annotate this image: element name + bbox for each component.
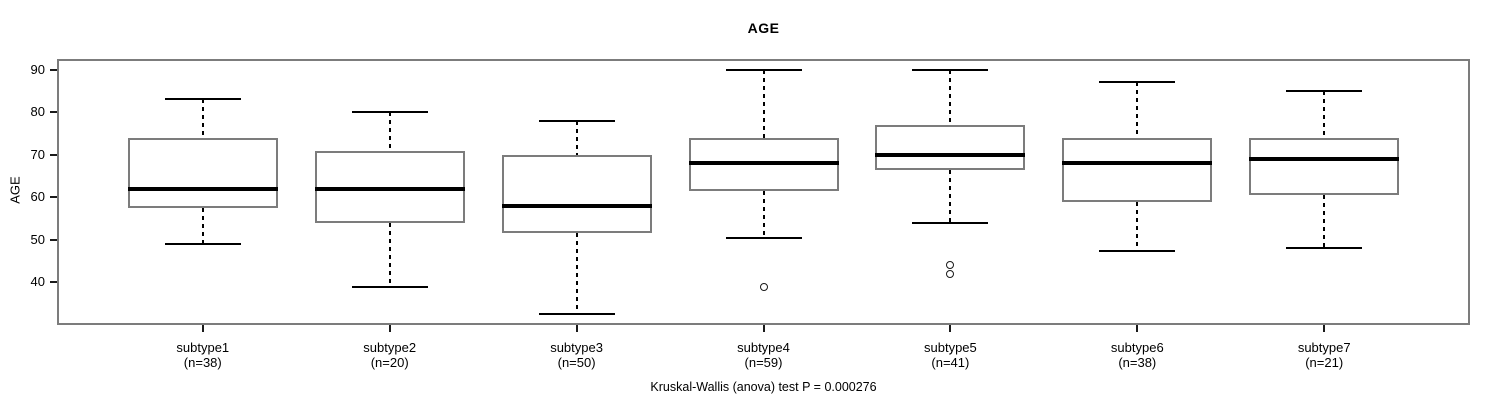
iqr-box bbox=[314, 150, 465, 223]
lower-whisker-cap bbox=[351, 285, 428, 288]
outlier-point bbox=[946, 269, 955, 278]
y-axis-tick bbox=[50, 196, 57, 199]
lower-whisker bbox=[575, 233, 578, 315]
group-name-label: subtype6 bbox=[1110, 340, 1164, 355]
upper-whisker-cap bbox=[1099, 81, 1176, 84]
x-axis-group-label: subtype3 (n=50) bbox=[487, 340, 667, 370]
y-axis-tick-label: 50 bbox=[30, 231, 45, 247]
y-axis-tick bbox=[50, 281, 57, 284]
median-line bbox=[688, 161, 839, 166]
stat-annotation: Kruskal-Wallis (anova) test P = 0.000276 bbox=[650, 380, 877, 394]
median-line bbox=[127, 186, 278, 191]
x-axis-tick bbox=[388, 325, 391, 332]
upper-whisker bbox=[949, 69, 952, 125]
upper-whisker-cap bbox=[1286, 89, 1363, 92]
iqr-box bbox=[875, 124, 1026, 170]
x-axis-tick bbox=[762, 325, 765, 332]
group-n-label: (n=21) bbox=[1305, 355, 1344, 370]
lower-whisker-cap bbox=[1099, 249, 1176, 252]
group-n-label: (n=20) bbox=[370, 355, 409, 370]
upper-whisker bbox=[1323, 90, 1326, 138]
y-axis-tick-label: 40 bbox=[30, 274, 45, 290]
lower-whisker bbox=[388, 222, 391, 287]
upper-whisker bbox=[762, 69, 765, 138]
upper-whisker-cap bbox=[351, 111, 428, 114]
upper-whisker bbox=[575, 120, 578, 155]
lower-whisker bbox=[762, 190, 765, 238]
x-axis-group-label: subtype4 (n=59) bbox=[674, 340, 854, 370]
group-n-label: (n=41) bbox=[931, 355, 970, 370]
y-axis-tick bbox=[50, 238, 57, 241]
outlier-point bbox=[946, 261, 955, 270]
group-name-label: subtype4 bbox=[737, 340, 790, 355]
group-name-label: subtype3 bbox=[550, 340, 603, 355]
y-axis-tick-label: 90 bbox=[30, 61, 45, 77]
upper-whisker bbox=[201, 99, 204, 138]
lower-whisker-cap bbox=[725, 236, 802, 239]
x-axis-group-label: subtype2 (n=20) bbox=[300, 340, 480, 370]
y-axis-tick bbox=[50, 111, 57, 114]
lower-whisker bbox=[201, 207, 204, 245]
group-n-label: (n=59) bbox=[744, 355, 783, 370]
upper-whisker-cap bbox=[725, 68, 802, 71]
x-axis-tick bbox=[575, 325, 578, 332]
x-axis-tick bbox=[949, 325, 952, 332]
outlier-point bbox=[759, 282, 768, 291]
y-axis-tick bbox=[50, 153, 57, 156]
group-n-label: (n=38) bbox=[1118, 355, 1157, 370]
group-name-label: subtype5 bbox=[924, 340, 977, 355]
x-axis-tick bbox=[1136, 325, 1139, 332]
y-axis-tick-label: 60 bbox=[30, 189, 45, 205]
iqr-box bbox=[501, 154, 652, 234]
lower-whisker-cap bbox=[912, 221, 989, 224]
iqr-box bbox=[1249, 137, 1400, 196]
group-name-label: subtype2 bbox=[363, 340, 417, 355]
x-axis-group-label: subtype1 (n=38) bbox=[113, 340, 293, 370]
median-line bbox=[1249, 157, 1400, 162]
x-axis-group-label: subtype5 (n=41) bbox=[860, 340, 1040, 370]
group-name-label: subtype1 bbox=[176, 340, 230, 355]
lower-whisker-cap bbox=[1286, 247, 1363, 250]
iqr-box bbox=[1062, 137, 1213, 202]
upper-whisker bbox=[1136, 82, 1139, 138]
upper-whisker-cap bbox=[912, 68, 989, 71]
median-line bbox=[314, 186, 465, 191]
y-axis-tick-label: 80 bbox=[30, 104, 45, 120]
upper-whisker-cap bbox=[164, 98, 241, 101]
lower-whisker bbox=[1136, 201, 1139, 251]
group-n-label: (n=50) bbox=[557, 355, 596, 370]
lower-whisker-cap bbox=[538, 313, 615, 316]
chart-title: AGE bbox=[747, 20, 780, 36]
x-axis-group-label: subtype7 (n=21) bbox=[1234, 340, 1414, 370]
group-name-label: subtype7 bbox=[1297, 340, 1351, 355]
upper-whisker bbox=[388, 112, 391, 151]
x-axis-group-label: subtype6 (n=38) bbox=[1047, 340, 1227, 370]
lower-whisker-cap bbox=[164, 243, 241, 246]
upper-whisker-cap bbox=[538, 119, 615, 122]
y-axis-tick bbox=[50, 68, 57, 71]
median-line bbox=[875, 152, 1026, 157]
median-line bbox=[1062, 161, 1213, 166]
group-n-label: (n=38) bbox=[183, 355, 222, 370]
median-line bbox=[501, 203, 652, 208]
lower-whisker bbox=[949, 169, 952, 223]
x-axis-tick bbox=[1323, 325, 1326, 332]
x-axis-tick bbox=[201, 325, 204, 332]
y-axis-tick-label: 70 bbox=[30, 146, 45, 162]
iqr-box bbox=[127, 137, 278, 208]
lower-whisker bbox=[1323, 195, 1326, 249]
